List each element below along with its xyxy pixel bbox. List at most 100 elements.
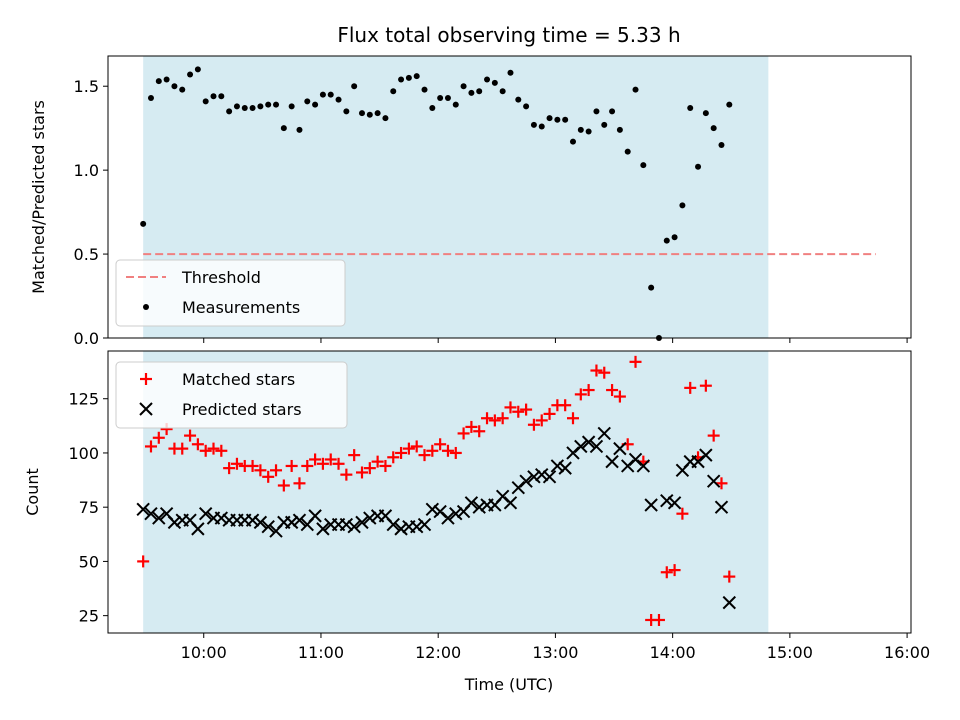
measurement-point — [640, 162, 647, 169]
ratio-panel: 0.0 0.5 1.0 1.5 Matched/Predicted stars Thr… — [29, 55, 912, 348]
counts-y-axis-label: Count — [23, 468, 42, 516]
matched-stars-point — [207, 442, 220, 455]
predicted-stars-point — [542, 470, 557, 484]
predicted-stars-point — [464, 496, 479, 510]
measurement-point — [179, 86, 186, 93]
predicted-stars-point — [339, 517, 354, 532]
matched-stars-point — [488, 414, 501, 427]
predicted-stars-point — [355, 515, 369, 530]
measurement-point — [609, 108, 616, 115]
measurement-point — [413, 73, 420, 80]
measurement-point — [585, 128, 592, 135]
predicted-stars-point — [535, 467, 549, 482]
measurement-point — [679, 202, 686, 209]
measurement-point — [226, 108, 233, 115]
matched-stars-point — [184, 429, 197, 442]
predicted-stars-point — [581, 435, 596, 449]
y-tick-label: 75 — [79, 498, 99, 517]
matched-stars-point — [285, 459, 298, 472]
predicted-stars-point — [198, 506, 213, 521]
legend-measurements-swatch — [143, 304, 149, 310]
matched-stars-point — [652, 613, 665, 626]
measurement-point — [327, 91, 334, 98]
matched-stars-point — [660, 566, 673, 579]
legend-matched-swatch — [140, 373, 152, 385]
predicted-stars-point — [550, 459, 565, 473]
ratio-y-ticks: 0.0 0.5 1.0 1.5 — [74, 77, 108, 348]
predicted-stars-point — [574, 439, 588, 454]
matched-stars-point — [176, 442, 189, 455]
matched-stars-point — [215, 444, 228, 457]
chart-title: Flux total observing time = 5.33 h — [337, 23, 680, 47]
measurement-point — [437, 94, 444, 101]
matched-stars-point — [473, 425, 486, 438]
matched-stars-point — [332, 457, 345, 470]
measurement-point — [155, 78, 162, 85]
y-tick-label: 100 — [68, 444, 99, 463]
predicted-stars-point — [144, 506, 158, 521]
matched-stars-point — [668, 564, 681, 577]
measurement-point — [671, 234, 678, 241]
predicted-stars-point — [636, 459, 651, 473]
y-tick-label: 0.5 — [74, 245, 99, 264]
matched-stars-point — [371, 455, 384, 468]
predicted-stars-point — [191, 522, 205, 536]
measurement-point — [616, 126, 623, 133]
measurement-point — [468, 89, 475, 96]
counts-panel: 25 50 75 100 125 10:00 11:00 12:00 13:00 14:00 15… — [23, 350, 930, 694]
measurement-point — [710, 125, 717, 132]
measurement-point — [562, 116, 569, 123]
matched-stars-point — [355, 466, 368, 479]
matched-stars-point — [613, 390, 626, 403]
x-tick-label: 16:00 — [884, 643, 930, 662]
measurement-point — [187, 71, 194, 78]
legend-threshold-label: Threshold — [181, 268, 261, 287]
measurement-point — [476, 88, 483, 95]
predicted-stars-point — [558, 461, 572, 475]
predicted-stars-point — [167, 515, 182, 530]
predicted-stars-point — [363, 511, 377, 525]
measurement-point — [663, 237, 670, 244]
matched-stars-point — [316, 457, 329, 470]
predicted-stars-point — [261, 520, 275, 534]
matched-stars-point — [363, 462, 376, 475]
measurement-point — [312, 101, 319, 108]
counts-plot-frame — [107, 350, 912, 634]
matched-stars-point — [629, 355, 642, 368]
measurement-point — [233, 103, 240, 110]
measurement-point — [296, 126, 303, 133]
matched-stars-point — [684, 381, 697, 394]
measurement-point — [523, 103, 530, 110]
measurement-point — [499, 88, 506, 95]
matched-stars-point — [379, 459, 392, 472]
matched-stars-point — [340, 468, 353, 481]
matched-stars-point — [254, 464, 267, 477]
legend-predicted-swatch — [139, 402, 153, 416]
measurement-point — [374, 110, 381, 117]
matched-stars-point — [559, 399, 572, 412]
measurement-point — [624, 148, 631, 155]
matched-stars-point — [434, 438, 447, 451]
x-tick-label: 10:00 — [181, 643, 227, 662]
matched-stars-point — [606, 384, 619, 397]
measurement-point — [421, 86, 428, 93]
measurement-point — [241, 105, 248, 112]
measurement-point — [405, 74, 412, 81]
measurement-point — [546, 115, 553, 122]
measurement-point — [632, 86, 639, 93]
measurement-point — [382, 115, 389, 122]
matched-stars-point — [426, 444, 439, 457]
matched-stars-point — [449, 446, 462, 459]
predicted-stars-point — [284, 515, 299, 530]
predicted-stars-point — [699, 448, 713, 462]
matched-stars-point — [512, 405, 525, 418]
measurement-point — [163, 76, 170, 83]
matched-stars-point — [348, 449, 361, 462]
matched-stars-point — [144, 440, 157, 453]
matched-stars-point — [293, 477, 306, 490]
measurement-point — [593, 108, 600, 115]
predicted-stars-point — [409, 520, 424, 534]
measurement-point — [257, 103, 264, 110]
measurement-point — [695, 163, 702, 170]
